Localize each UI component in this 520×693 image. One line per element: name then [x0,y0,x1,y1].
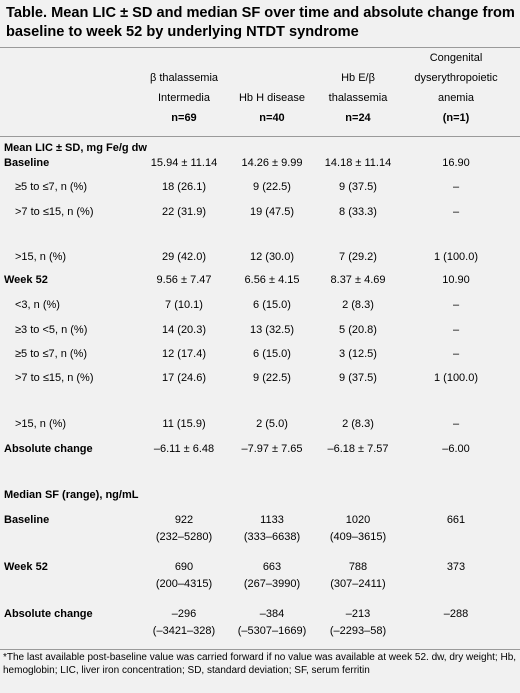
table-cell: 14.18 ± 11.14 [324,157,392,169]
table-cell: 14.26 ± 9.99 [241,157,303,169]
table-cell: –6.00 [442,443,470,455]
row-label: >7 to ≤15, n (%) [15,372,94,384]
row-label: Absolute change [4,608,93,620]
table-cell: – [452,418,460,430]
section-heading-lic: Mean LIC ± SD, mg Fe/g dw [4,142,147,154]
table-cell: 9 (37.5) [339,372,377,384]
table-cell: 17 (24.6) [161,372,207,384]
header-rule [0,136,520,137]
table-title: Table. Mean LIC ± SD and median SF over … [6,5,515,40]
row-label: <3, n (%) [15,299,60,311]
table-cell: 3 (12.5) [339,348,377,360]
table-cell: 22 (31.9) [161,206,207,218]
table-cell: 7 (10.1) [165,299,203,311]
table-cell: 2 (5.0) [256,418,288,430]
table-cell: 1020 (409–3615) [329,514,387,543]
table-cell: 5 (20.8) [339,324,377,336]
top-rule [0,47,520,48]
row-label: ≥3 to <5, n (%) [15,324,88,336]
table-cell: 12 (30.0) [249,251,295,263]
table-cell: – [452,206,460,218]
table-cell: 9 (22.5) [253,181,291,193]
column-header-beta-thal-intermedia: β thalassemia Intermedia n=69 [149,72,219,124]
row-label: >7 to ≤15, n (%) [15,206,94,218]
table-cell: –288 [443,608,469,620]
table-cell: –6.11 ± 6.48 [153,443,215,455]
column-header-hbe-beta-thal: Hb E/β thalassemia n=24 [328,72,388,124]
table-cell: 6 (15.0) [253,299,291,311]
row-label: Absolute change [4,443,93,455]
table-cell: 1 (100.0) [433,372,479,384]
table-cell: 788 (307–2411) [330,561,386,590]
table-cell: –213 (–2293–58) [329,608,387,637]
table-cell: – [452,348,460,360]
table-cell: 2 (8.3) [342,418,374,430]
footnote: *The last available post-baseline value … [3,652,517,676]
row-label: ≥5 to ≤7, n (%) [15,181,87,193]
table-cell: –7.97 ± 7.65 [241,443,303,455]
table-cell: 7 (29.2) [339,251,377,263]
table-cell: 14 (20.3) [161,324,207,336]
table-cell: 690 (200–4315) [155,561,213,590]
table-cell: 1133 (333–6638) [243,514,301,543]
table-cell: 29 (42.0) [161,251,207,263]
table-cell: – [452,324,460,336]
table-cell: 9 (37.5) [339,181,377,193]
table-cell: 8 (33.3) [339,206,377,218]
table-cell: – [452,299,460,311]
row-label: Week 52 [4,561,48,573]
section-heading-sf: Median SF (range), ng/mL [4,489,139,501]
row-label: ≥5 to ≤7, n (%) [15,348,87,360]
row-label: Baseline [4,157,50,169]
table-cell: – [452,181,460,193]
bottom-rule [0,649,520,650]
row-label: >15, n (%) [15,251,67,263]
table-cell: 6.56 ± 4.15 [244,274,300,286]
row-label: Week 52 [4,274,48,286]
table-cell: 8.37 ± 4.69 [330,274,386,286]
table-cell: 922 (232–5280) [155,514,213,543]
table-cell: 12 (17.4) [161,348,207,360]
table-cell: 18 (26.1) [161,181,207,193]
table-cell: 663 (267–3990) [243,561,301,590]
table-cell: –6.18 ± 7.57 [327,443,389,455]
column-header-cda: Congenital dyserythropoietic anemia (n=1… [414,52,498,124]
table-cell: 9 (22.5) [253,372,291,384]
row-label: >15, n (%) [15,418,67,430]
table-cell: 16.90 [442,157,470,169]
table-cell: 1 (100.0) [433,251,479,263]
table-cell: 10.90 [442,274,470,286]
table-cell: 661 [446,514,466,526]
table-cell: 373 [446,561,466,573]
table-cell: 2 (8.3) [342,299,374,311]
table-cell: 13 (32.5) [249,324,295,336]
table-cell: –384 (–5307–1669) [237,608,307,637]
table-cell: 6 (15.0) [253,348,291,360]
row-label: Baseline [4,514,50,526]
table-cell: –296 (–3421–328) [152,608,216,637]
table-cell: 9.56 ± 7.47 [156,274,212,286]
table-cell: 15.94 ± 11.14 [150,157,218,169]
table-cell: 11 (15.9) [162,418,206,430]
column-header-hbh-disease: Hb H disease n=40 [238,92,306,124]
table-cell: 19 (47.5) [249,206,295,218]
